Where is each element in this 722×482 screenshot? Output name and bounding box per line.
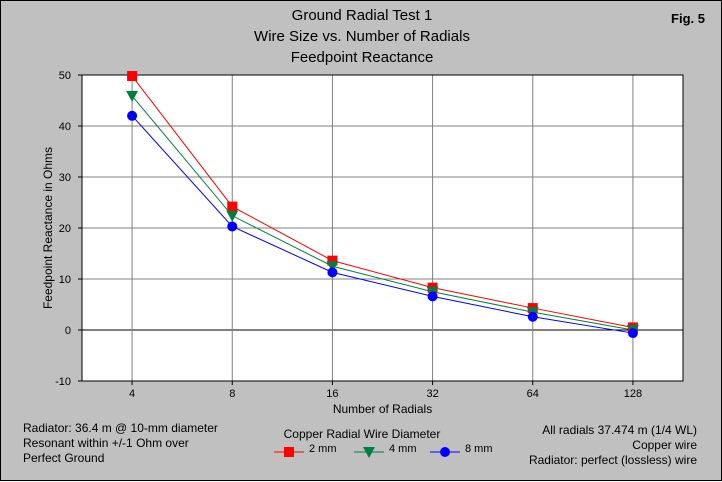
- data-point-2mm: [227, 201, 238, 212]
- x-axis-label: Number of Radials: [333, 402, 432, 416]
- note-right-line: Copper wire: [632, 438, 697, 452]
- data-point-8mm: [527, 311, 538, 322]
- y-tick-label: 20: [59, 223, 71, 235]
- data-point-8mm: [127, 110, 138, 121]
- data-point-2mm: [127, 71, 138, 82]
- y-tick-label: 0: [65, 325, 71, 337]
- x-tick-label: 128: [624, 388, 642, 400]
- y-axis-label: Feedpoint Reactance in Ohms: [41, 147, 55, 309]
- x-tick-label: 64: [527, 388, 539, 400]
- y-tick-label: 30: [59, 172, 71, 184]
- note-left-line: Radiator: 36.4 m @ 10-mm diameter: [23, 421, 218, 435]
- legend-title: Copper Radial Wire Diameter: [283, 427, 441, 441]
- legend-label-4mm: 4 mm: [389, 443, 417, 455]
- data-point-2mm: [327, 255, 338, 266]
- data-point-8mm: [427, 291, 438, 302]
- data-point-4mm: [226, 210, 239, 222]
- x-tick-label: 4: [129, 388, 135, 400]
- legend-marker-8mm: [440, 447, 450, 457]
- y-tick-label: -10: [55, 376, 71, 388]
- legend-label-8mm: 8 mm: [465, 443, 493, 455]
- x-tick-label: 32: [426, 388, 438, 400]
- series-line-2mm: [131, 75, 634, 328]
- x-tick-label: 8: [229, 388, 235, 400]
- figure-label: Fig. 5: [671, 11, 705, 26]
- series-line-4mm: [131, 95, 634, 331]
- data-point-8mm: [227, 221, 238, 232]
- data-point-4mm: [126, 90, 139, 102]
- chart-title: Ground Radial Test 1: [291, 7, 433, 24]
- data-point-4mm: [326, 261, 339, 273]
- legend-label-2mm: 2 mm: [309, 443, 337, 455]
- legend-marker-4mm: [363, 447, 375, 458]
- y-tick-label: 50: [59, 70, 71, 82]
- y-tick-label: 10: [59, 274, 71, 286]
- note-left-line: Perfect Ground: [23, 451, 105, 465]
- chart-subtitle: Wire Size vs. Number of Radials: [254, 28, 470, 45]
- y-tick-label: 40: [59, 121, 71, 133]
- data-point-8mm: [327, 267, 338, 278]
- series-line-8mm: [131, 115, 633, 334]
- note-left-line: Resonant within +/-1 Ohm over: [23, 436, 189, 450]
- plot-border: [81, 74, 684, 382]
- x-tick-label: 16: [326, 388, 338, 400]
- note-right-line: Radiator: perfect (lossless) wire: [528, 453, 697, 467]
- chart-subtitle-2: Feedpoint Reactance: [290, 49, 434, 66]
- note-right-line: All radials 37.474 m (1/4 WL): [542, 423, 697, 437]
- data-point-8mm: [627, 328, 638, 339]
- legend-marker-2mm: [284, 447, 294, 457]
